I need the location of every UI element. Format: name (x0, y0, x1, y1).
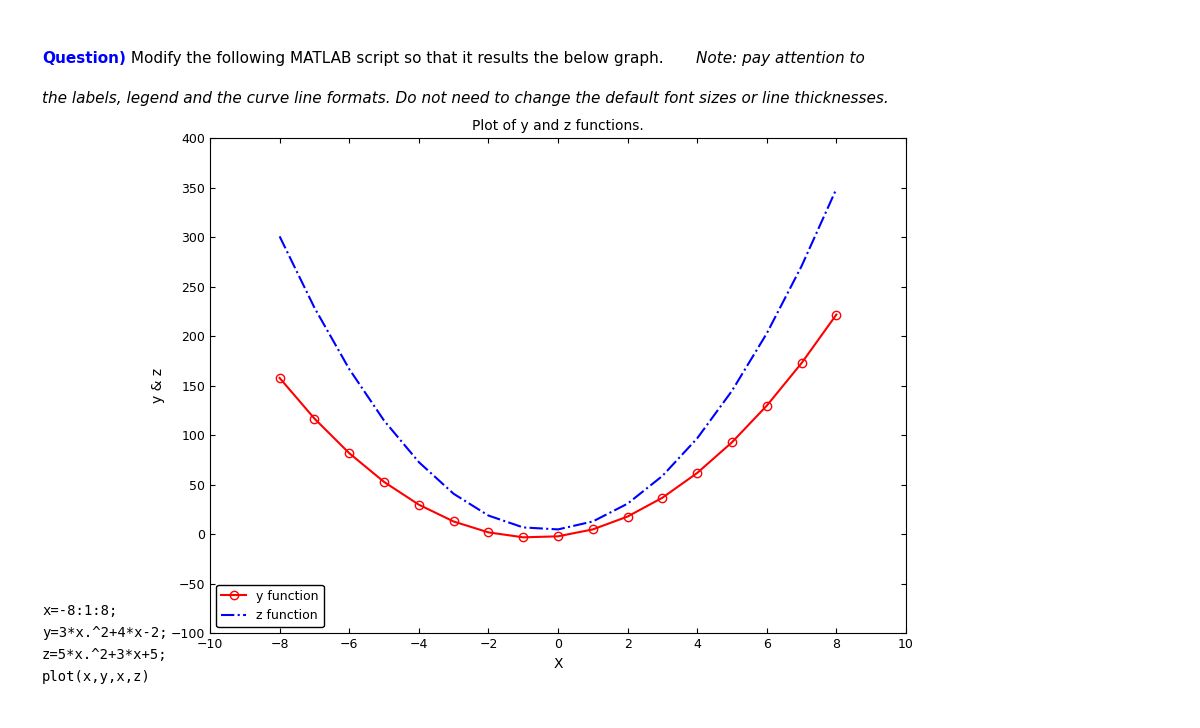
z function (307, 304, 322, 312)
z function (272, 232, 287, 241)
y function (760, 401, 774, 410)
z function (690, 434, 704, 443)
z function (655, 472, 670, 480)
Text: x=-8:1:8;: x=-8:1:8; (42, 604, 118, 618)
y function (446, 517, 461, 526)
X-axis label: X: X (553, 657, 563, 670)
z function (481, 511, 496, 520)
Text: Note: pay attention to: Note: pay attention to (696, 51, 865, 66)
z function (516, 523, 530, 531)
z function (342, 365, 356, 373)
y function (342, 448, 356, 457)
z function (586, 517, 600, 526)
y function (829, 310, 844, 319)
Text: the labels, legend and the curve line formats. Do not need to change the default: the labels, legend and the curve line fo… (42, 91, 889, 106)
z function (829, 184, 844, 193)
z function (446, 489, 461, 498)
Legend: y function, z function: y function, z function (216, 585, 324, 627)
y function (412, 500, 426, 509)
z function (760, 329, 774, 338)
y function (620, 513, 635, 521)
Text: y=3*x.^2+4*x-2;: y=3*x.^2+4*x-2; (42, 626, 168, 640)
Line: y function: y function (276, 310, 840, 542)
Text: Question): Question) (42, 51, 126, 66)
Text: Modify the following MATLAB script so that it results the below graph.: Modify the following MATLAB script so th… (126, 51, 668, 66)
Title: Plot of y and z functions.: Plot of y and z functions. (472, 119, 644, 133)
y function (794, 359, 809, 368)
y function (307, 414, 322, 423)
z function (412, 458, 426, 467)
y function (551, 532, 565, 541)
y function (690, 469, 704, 478)
Y-axis label: y & z: y & z (151, 368, 166, 403)
y function (725, 438, 739, 447)
Text: z=5*x.^2+3*x+5;: z=5*x.^2+3*x+5; (42, 648, 168, 662)
y function (377, 478, 391, 486)
z function (620, 499, 635, 508)
y function (516, 533, 530, 542)
z function (725, 387, 739, 395)
z function (377, 416, 391, 425)
y function (586, 525, 600, 534)
z function (794, 261, 809, 270)
y function (272, 373, 287, 382)
y function (481, 528, 496, 537)
Line: z function: z function (280, 189, 836, 529)
y function (655, 494, 670, 502)
z function (551, 525, 565, 534)
Text: plot(x,y,x,z): plot(x,y,x,z) (42, 670, 151, 684)
